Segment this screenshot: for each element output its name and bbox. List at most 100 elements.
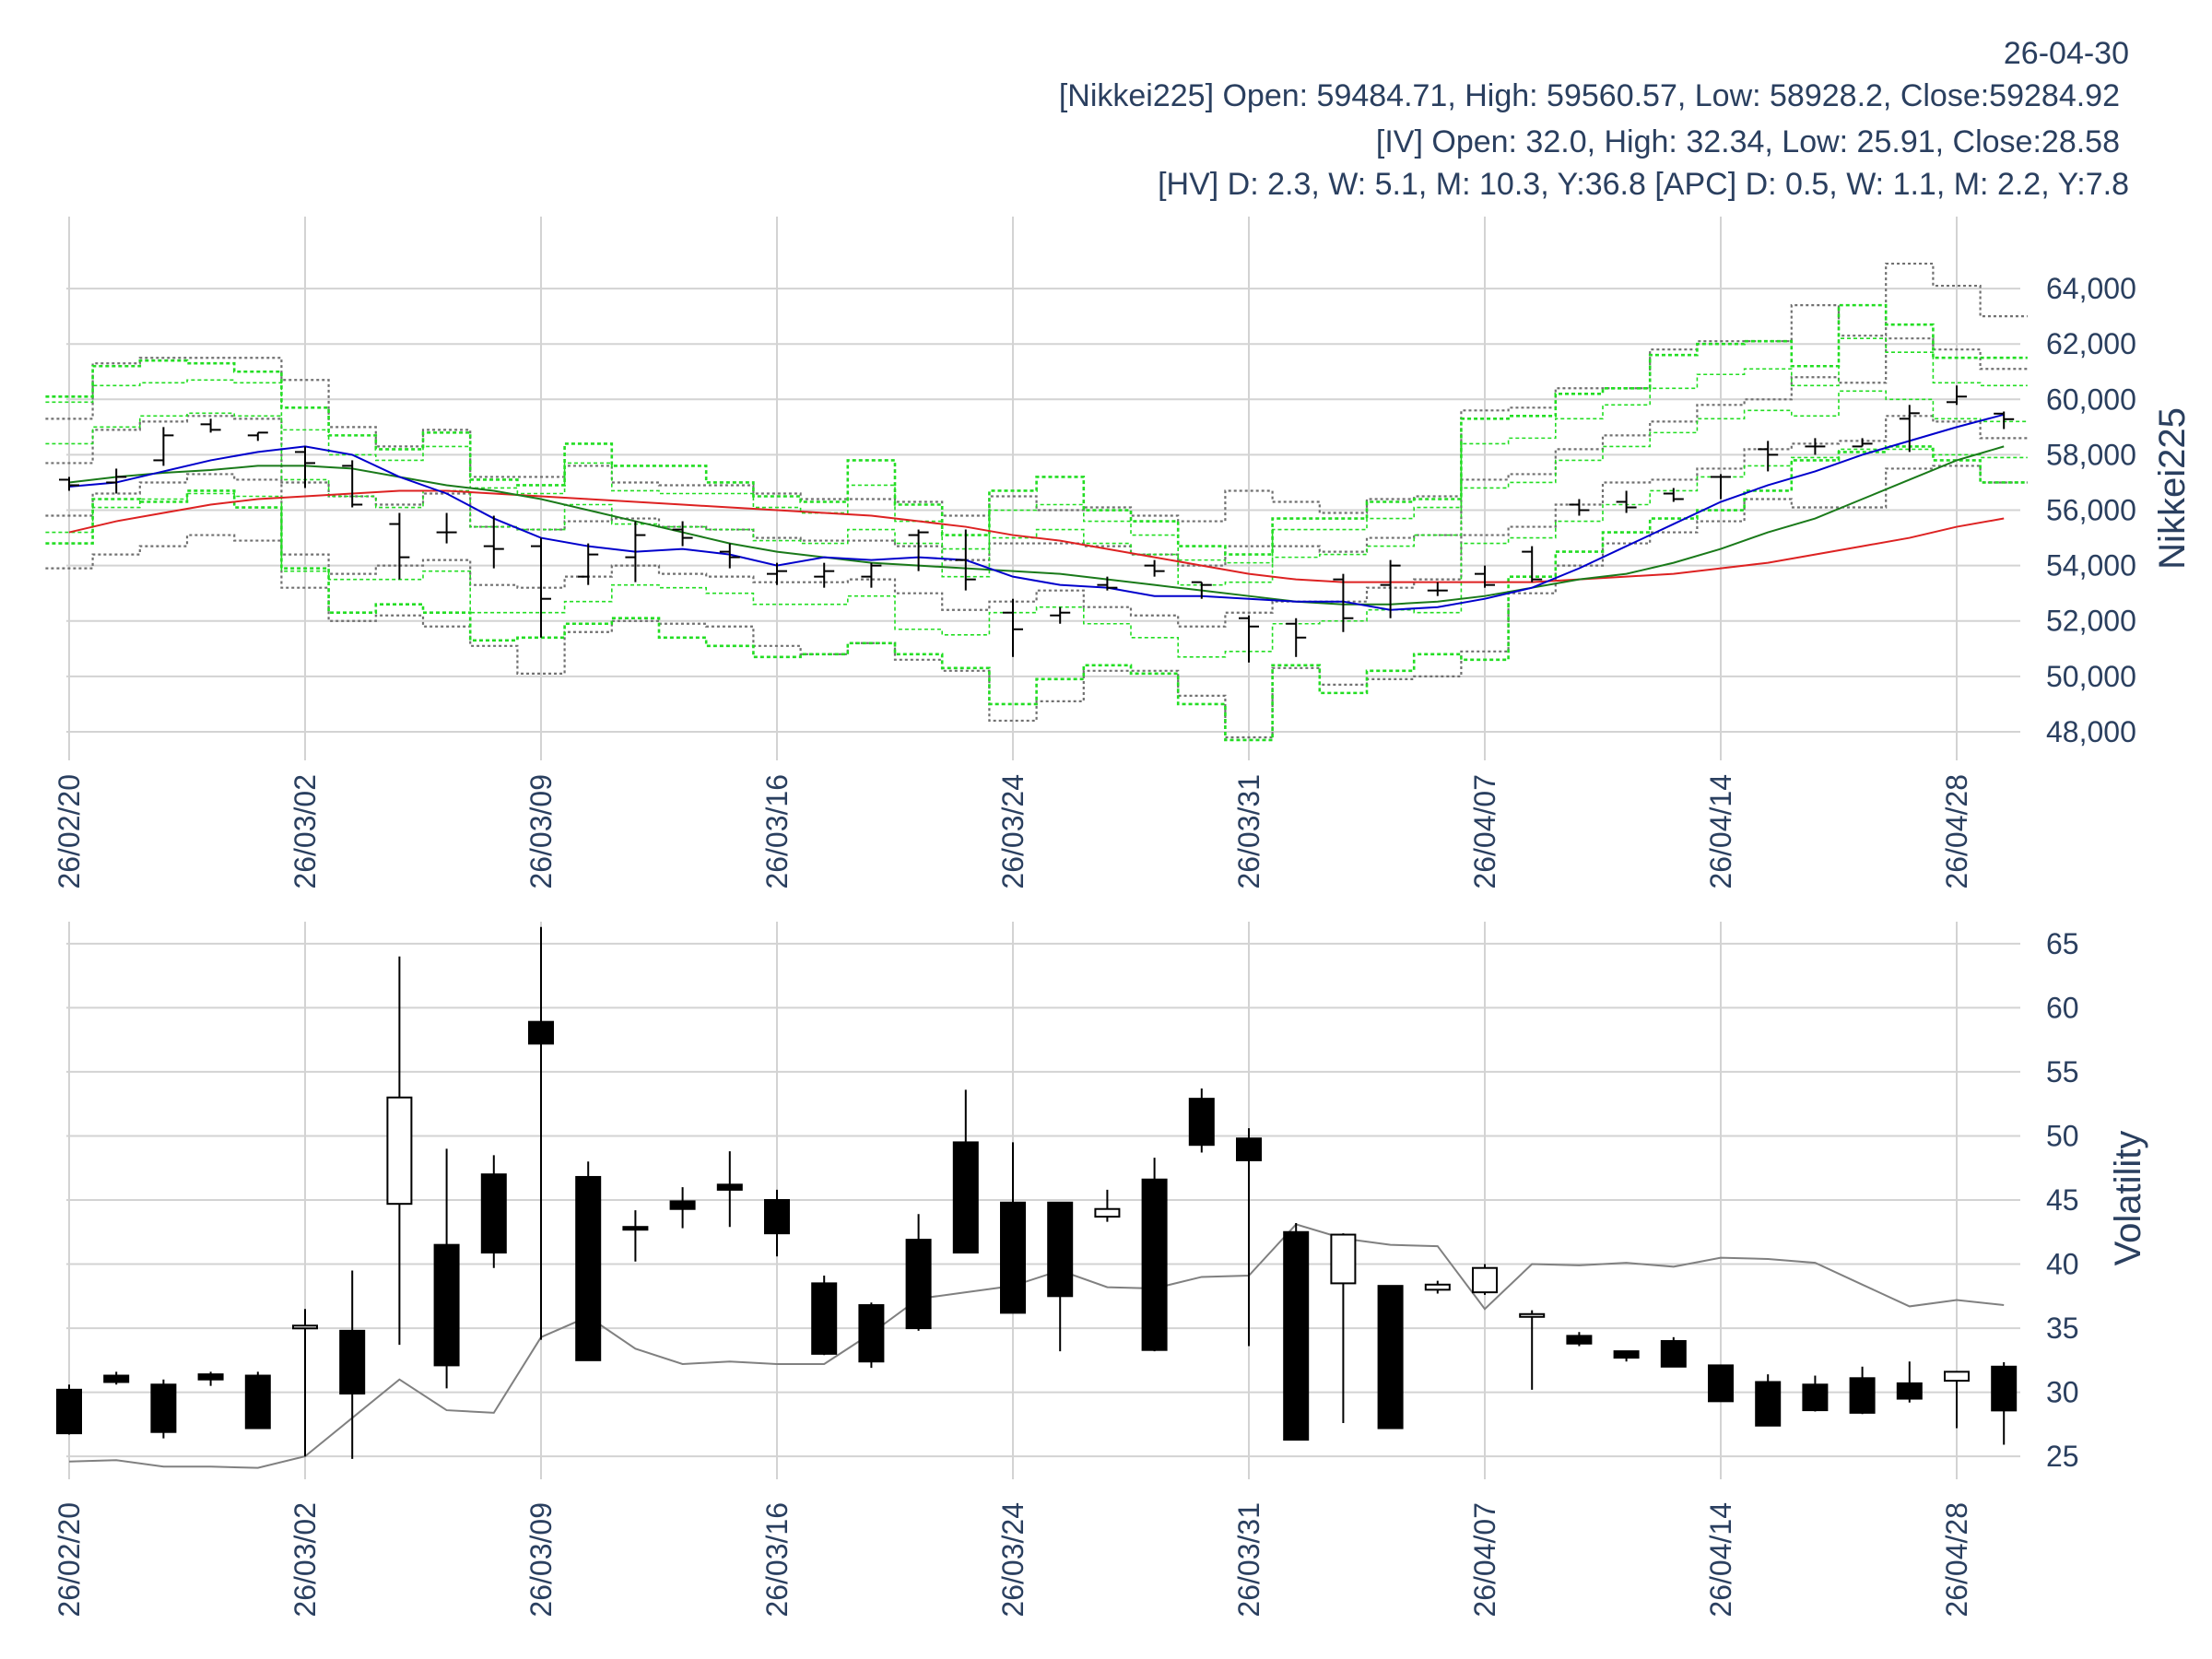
candle-body [386, 1096, 413, 1206]
ohlc-bar [153, 427, 174, 466]
candle-body [811, 1282, 838, 1355]
top-xtick-label: 26/03/02 [288, 774, 322, 889]
ohlc-bar [955, 529, 976, 591]
iv-candle [56, 1384, 82, 1435]
iv-candle [1991, 1362, 2018, 1445]
candle-body [150, 1383, 177, 1433]
candle-body [858, 1304, 885, 1363]
candle-body [103, 1374, 130, 1383]
iv-candle [1141, 1158, 1168, 1352]
bot-ytick-label: 25 [2046, 1440, 2079, 1473]
iv-candle [952, 1089, 979, 1254]
ohlc-bar [719, 543, 740, 569]
iv-candle [1330, 1233, 1357, 1423]
ohlc-bar [672, 521, 693, 547]
candle-body [339, 1329, 366, 1394]
candle-body [1708, 1364, 1734, 1403]
top-ytick-label: 54,000 [2046, 549, 2136, 582]
top-ytick-label: 56,000 [2046, 494, 2136, 527]
ma-mid-line [68, 445, 2005, 606]
ma-long-line [68, 489, 2005, 583]
iv-candle [1094, 1189, 1121, 1222]
iv-candle [1188, 1088, 1215, 1153]
volatility-candle-panel: 25 30 35 40 45 50 55 60 65 26/02/20 26/03/02 26/03… [53, 922, 2148, 1618]
top-ytick-label: 58,000 [2046, 438, 2136, 471]
bot-xtick-label: 26/03/02 [288, 1502, 322, 1618]
iv-candle [1377, 1285, 1404, 1430]
bot-ytick-label: 60 [2046, 991, 2079, 1024]
candle-body [1377, 1285, 1404, 1430]
candle-body [433, 1243, 460, 1367]
candle-body [1000, 1201, 1026, 1314]
iv-candle [244, 1371, 271, 1430]
ohlc-bar [1852, 438, 1873, 448]
bot-xtick-label: 26/03/24 [996, 1502, 1030, 1618]
ma-short-line [68, 413, 2005, 611]
bot-xtick-label: 26/04/28 [1940, 1502, 1973, 1618]
bot-ytick-label: 35 [2046, 1312, 2079, 1345]
ohlc-bar [1191, 581, 1212, 599]
iv-candle [1613, 1350, 1640, 1362]
candle-body [1896, 1382, 1923, 1400]
candle-body [1755, 1381, 1782, 1427]
ohlc-bar [814, 562, 835, 588]
iv-candle [1896, 1361, 1923, 1403]
ohlc-bar [1947, 385, 1967, 406]
candle-body [1283, 1230, 1310, 1441]
top-xtick-label: 26/04/07 [1468, 774, 1501, 889]
ohlc-bar [389, 512, 410, 580]
ohlc-bar [1239, 615, 1259, 663]
bot-xtick-label: 26/04/14 [1704, 1502, 1737, 1618]
candle-body [1330, 1233, 1357, 1285]
iv-candle [1849, 1366, 1876, 1415]
bot-ytick-label: 55 [2046, 1055, 2079, 1088]
candle-body [480, 1173, 507, 1254]
candle-body [1519, 1312, 1546, 1318]
header-iv-ohlc: [IV] Open: 32.0, High: 32.34, Low: 25.91… [1375, 124, 2120, 159]
top-ytick-label: 48,000 [2046, 715, 2136, 748]
ohlc-bar [908, 529, 929, 571]
nikkei-ohlc-panel: 48,000 50,000 52,000 54,000 56,000 58,000 60,0… [45, 217, 2193, 889]
candle-body [244, 1374, 271, 1430]
candle-body [622, 1226, 649, 1231]
iv-candle [1472, 1264, 1498, 1295]
iv-candle [386, 956, 413, 1346]
top-ytick-label: 64,000 [2046, 272, 2136, 305]
candle-body [764, 1199, 790, 1235]
nikkei-ohlc-bars [59, 385, 2015, 663]
bot-xtick-label: 26/02/20 [53, 1502, 86, 1618]
iv-candle [1944, 1371, 1970, 1429]
ohlc-bar [295, 446, 315, 488]
ohlc-bar [1899, 405, 1920, 453]
ohlc-bar [59, 477, 79, 491]
iv-candle [1424, 1280, 1451, 1294]
candle-body [716, 1183, 743, 1191]
candle-body [1094, 1207, 1121, 1218]
ohlc-bar [1333, 573, 1354, 632]
iv-candle [339, 1270, 366, 1459]
bot-xtick-label: 26/03/16 [760, 1502, 794, 1618]
candle-body [952, 1141, 979, 1254]
iv-candle [1283, 1223, 1310, 1441]
candle-body [1660, 1339, 1687, 1368]
bot-ytick-label: 45 [2046, 1183, 2079, 1217]
candle-body [1424, 1283, 1451, 1291]
iv-candles [56, 926, 2018, 1459]
iv-candle [1802, 1375, 1829, 1412]
iv-candle [150, 1379, 177, 1439]
top-xtick-label: 26/04/28 [1940, 774, 1973, 889]
bot-xtick-label: 26/03/31 [1232, 1502, 1265, 1618]
candle-body [1141, 1178, 1168, 1351]
ohlc-bar [1569, 499, 1590, 516]
ohlc-bar [578, 543, 599, 585]
header-nikkei-ohlc: [Nikkei225] Open: 59484.71, High: 59560.… [1058, 78, 2120, 113]
ohlc-bar [1663, 488, 1684, 502]
candle-body [1849, 1377, 1876, 1414]
ohlc-bar [483, 515, 504, 569]
ohlc-bar [1097, 576, 1118, 591]
iv-candle [622, 1210, 649, 1262]
iv-candle [1755, 1374, 1782, 1427]
iv-candle [103, 1371, 130, 1385]
top-ytick-label: 62,000 [2046, 327, 2136, 360]
